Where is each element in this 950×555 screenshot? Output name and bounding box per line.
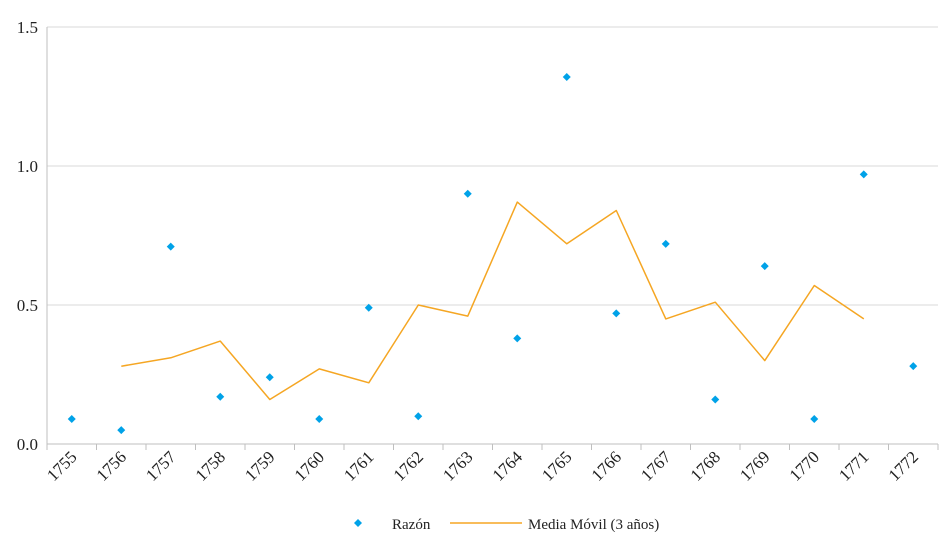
x-tick-label: 1769 [736,447,773,484]
y-tick-label: 0.5 [17,296,38,315]
x-tick-label: 1765 [538,447,575,484]
x-tick-label: 1761 [340,447,377,484]
legend: Razón Media Móvil (3 años) [354,517,659,533]
legend-label-moving-average: Media Móvil (3 años) [528,517,659,533]
gridlines [47,26,938,306]
ratio-point [810,414,819,423]
x-tick-label: 1762 [390,447,427,484]
moving-average-line [121,201,865,401]
ratio-point [67,414,76,423]
x-tick-label: 1767 [637,447,675,485]
legend-marker-ratio [354,519,362,527]
y-tick-label: 1.0 [17,157,38,176]
x-tick-label: 1768 [687,447,724,484]
ratio-point [562,73,571,82]
ratio-point [216,392,225,401]
moving-average-series [121,201,865,401]
x-tick-label: 1771 [835,447,872,484]
axes [46,27,939,450]
x-tick-label: 1772 [885,447,922,484]
ratio-point [612,309,621,318]
x-tick-label: 1770 [786,447,823,484]
legend-item-ratio: Razón [354,517,431,533]
ratio-point [265,373,274,382]
x-tick-label: 1757 [142,447,180,485]
ratio-point [760,262,769,271]
y-tick-label: 0.0 [17,435,38,454]
ratio-point [315,414,324,423]
x-tick-label: 1760 [291,447,328,484]
ratio-point [859,170,868,179]
x-tick-label: 1759 [241,447,278,484]
ratio-point [711,395,720,404]
x-tick-label: 1755 [43,447,80,484]
legend-item-moving-average: Media Móvil (3 años) [450,517,659,533]
x-tick-label: 1764 [489,447,527,485]
ratio-point [661,239,670,248]
ratio-series [67,73,918,435]
ratio-point [414,412,423,421]
x-tick-labels: 1755 1756 1757 1758 1759 1760 1761 1762 1763 1764… [43,447,922,485]
ratio-point [364,303,373,312]
ratio-point [117,426,126,435]
ratio-point [463,189,472,198]
ratio-point [909,362,918,371]
x-tick-label: 1758 [192,447,229,484]
y-tick-labels: 0.0 0.5 1.0 1.5 [17,18,38,454]
ratio-point [513,334,522,343]
ratio-point [166,242,175,251]
y-tick-label: 1.5 [17,18,38,37]
x-tick-label: 1766 [588,447,625,484]
x-tick-label: 1756 [93,447,130,484]
x-tick-label: 1763 [439,447,476,484]
legend-label-ratio: Razón [392,517,431,533]
